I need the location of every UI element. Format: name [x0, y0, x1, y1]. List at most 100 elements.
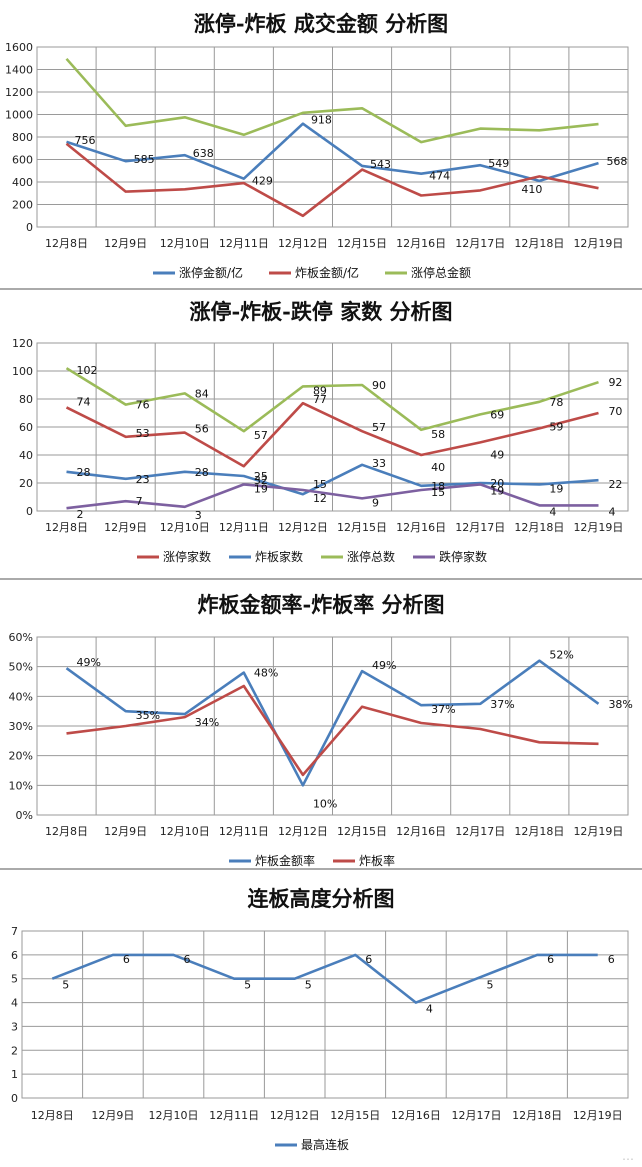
- y-tick-label: 5: [11, 973, 18, 986]
- data-label: 638: [193, 147, 214, 160]
- y-tick-label: 100: [12, 365, 33, 378]
- data-label: 6: [608, 953, 615, 966]
- x-tick-label: 12月12日: [270, 1109, 320, 1122]
- data-label: 35%: [136, 709, 160, 722]
- y-tick-label: 80: [19, 393, 33, 406]
- x-tick-label: 12月19日: [573, 521, 623, 534]
- y-tick-label: 1: [11, 1068, 18, 1081]
- data-label: 6: [184, 953, 191, 966]
- x-tick-label: 12月19日: [573, 237, 623, 250]
- data-label: 756: [75, 134, 96, 147]
- data-label: 49: [490, 448, 504, 461]
- y-tick-label: 40: [19, 449, 33, 462]
- x-tick-label: 12月11日: [219, 237, 269, 250]
- data-label: 429: [252, 175, 273, 188]
- x-tick-label: 12月11日: [219, 521, 269, 534]
- data-label: 5: [305, 979, 312, 992]
- data-label: 22: [608, 478, 622, 491]
- x-tick-label: 12月18日: [514, 237, 564, 250]
- series-line-0: [65, 659, 600, 787]
- series-line-1: [66, 684, 599, 777]
- y-tick-label: 6: [11, 949, 18, 962]
- x-tick-label: 12月12日: [278, 237, 328, 250]
- data-label: 74: [77, 395, 91, 408]
- data-label: 23: [136, 473, 150, 486]
- series-line-2: [65, 367, 599, 433]
- data-label: 57: [254, 429, 268, 442]
- data-label: 7: [136, 495, 143, 508]
- x-tick-label: 12月9日: [91, 1109, 134, 1122]
- x-tick-label: 12月16日: [396, 825, 446, 838]
- y-tick-label: 1200: [5, 86, 33, 99]
- chart-title: 涨停-炸板 成交金额 分析图: [194, 11, 448, 36]
- x-tick-label: 12月16日: [396, 521, 446, 534]
- data-label: 3: [195, 509, 202, 522]
- series-line-0: [66, 122, 599, 183]
- y-tick-label: 0: [26, 221, 33, 234]
- x-tick-label: 12月10日: [160, 825, 210, 838]
- data-label: 37%: [431, 703, 455, 716]
- legend-label: 涨停家数: [163, 549, 211, 564]
- data-label: 32: [254, 474, 268, 487]
- y-tick-label: 120: [12, 337, 33, 350]
- data-label: 6: [365, 953, 372, 966]
- legend-label: 炸板家数: [255, 549, 303, 564]
- y-tick-label: 50%: [9, 661, 33, 674]
- legend-label: 炸板金额率: [255, 853, 315, 868]
- x-tick-label: 12月8日: [45, 237, 88, 250]
- x-tick-label: 12月10日: [160, 521, 210, 534]
- data-label: 34%: [195, 716, 219, 729]
- chart-break-rate: 炸板金额率-炸板率 分析图 0% 10% 20% 30% 40% 50% 60% 12月8日 12…: [0, 592, 642, 870]
- y-tick-label: 10%: [9, 779, 33, 792]
- data-label: 53: [136, 427, 150, 440]
- y-tick-label: 3: [11, 1020, 18, 1033]
- data-label: 57: [372, 421, 386, 434]
- data-label: 568: [606, 155, 627, 168]
- data-label: 6: [123, 953, 130, 966]
- x-tick-label: 12月18日: [512, 1109, 562, 1122]
- y-tick-label: 0%: [16, 809, 33, 822]
- x-tick-label: 12月15日: [337, 825, 387, 838]
- data-label: 58: [431, 428, 445, 441]
- data-label: 38%: [608, 698, 632, 711]
- data-label: 76: [136, 399, 150, 412]
- data-label: 84: [195, 387, 209, 400]
- y-tick-label: 800: [12, 131, 33, 144]
- series-line-0: [65, 401, 599, 468]
- x-tick-label: 12月11日: [209, 1109, 259, 1122]
- data-label: 4: [549, 505, 556, 518]
- chart-limit-height: 连板高度分析图 0 1 2 3 4 5 6 7 12月8日 12月9日 12月10日 12月11日 12月…: [11, 886, 629, 1152]
- x-tick-label: 12月11日: [219, 825, 269, 838]
- series-line-3: [66, 483, 599, 510]
- y-tick-label: 7: [11, 925, 18, 938]
- data-label: 49%: [372, 659, 396, 672]
- data-label: 20: [490, 477, 504, 490]
- data-label: 10%: [313, 797, 337, 810]
- x-tick-label: 12月12日: [278, 521, 328, 534]
- y-tick-label: 400: [12, 176, 33, 189]
- data-label: 6: [547, 953, 554, 966]
- legend-label: 跌停家数: [439, 549, 487, 564]
- data-label: 48%: [254, 667, 278, 680]
- x-tick-label: 12月15日: [337, 237, 387, 250]
- chart-turnover-amount: 涨停-炸板 成交金额 分析图 0 200 400 600 800 1000 1200 1400 1…: [0, 11, 642, 290]
- data-label: 18: [431, 480, 445, 493]
- x-tick-label: 12月16日: [396, 237, 446, 250]
- y-tick-label: 1000: [5, 109, 33, 122]
- chart-stock-counts: 涨停-炸板-跌停 家数 分析图 0 20 40 60 80 100 120 12月8日 12月9日…: [0, 299, 642, 580]
- y-tick-label: 0: [11, 1092, 18, 1105]
- data-label: 37%: [490, 698, 514, 711]
- data-label: 19: [490, 484, 504, 497]
- data-label: 92: [608, 376, 622, 389]
- x-tick-label: 12月15日: [330, 1109, 380, 1122]
- x-tick-label: 12月8日: [45, 825, 88, 838]
- data-label: 15: [431, 486, 445, 499]
- y-tick-label: 200: [12, 199, 33, 212]
- data-label: 69: [490, 408, 504, 421]
- data-label: 410: [521, 183, 542, 196]
- legend-label: 涨停总数: [347, 549, 395, 564]
- x-tick-label: 12月17日: [455, 521, 505, 534]
- data-label: 9: [372, 496, 379, 509]
- x-tick-label: 12月18日: [514, 521, 564, 534]
- y-tick-label: 20: [19, 477, 33, 490]
